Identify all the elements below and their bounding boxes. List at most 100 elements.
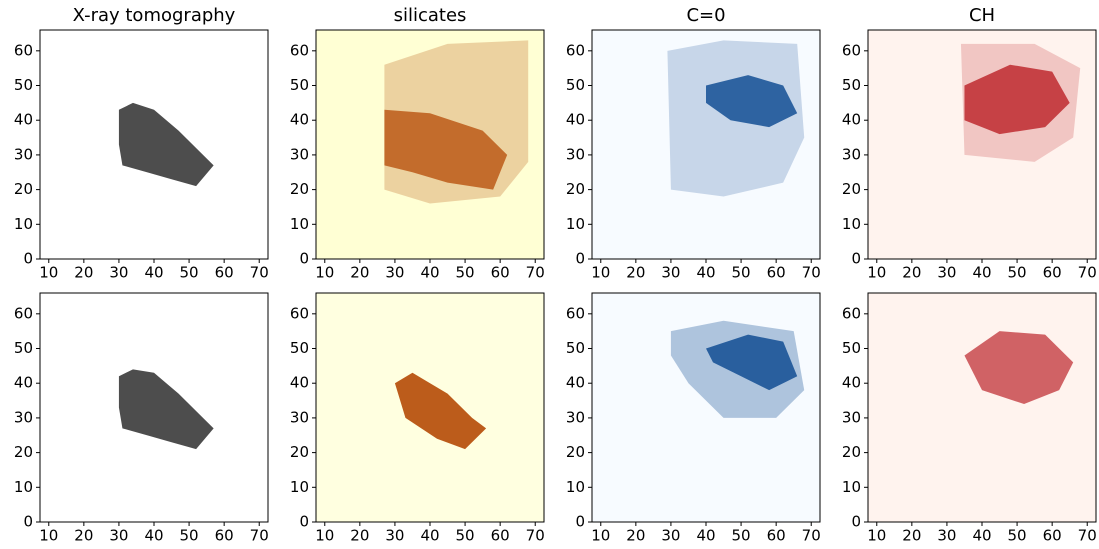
x-tick-label: 20 <box>902 527 921 545</box>
x-tick-label: 10 <box>39 264 58 282</box>
y-tick-label: 10 <box>14 215 33 233</box>
x-tick-label: 40 <box>144 264 163 282</box>
x-tick-label: 20 <box>74 527 93 545</box>
y-tick-label: 40 <box>290 111 309 129</box>
x-tick-label: 30 <box>385 264 404 282</box>
x-tick-label: 50 <box>1008 527 1027 545</box>
y-tick-label: 30 <box>14 408 33 426</box>
image-region <box>118 369 214 450</box>
x-tick-label: 30 <box>661 264 680 282</box>
x-tick-label: 10 <box>39 527 58 545</box>
y-tick-label: 20 <box>14 443 33 461</box>
x-tick-label: 70 <box>1078 264 1097 282</box>
x-tick-label: 30 <box>661 527 680 545</box>
x-tick-label: 10 <box>867 264 886 282</box>
y-tick-label: 20 <box>290 443 309 461</box>
x-tick-label: 20 <box>902 264 921 282</box>
y-tick-label: 0 <box>575 250 585 268</box>
x-tick-label: 40 <box>420 264 439 282</box>
y-tick-label: 0 <box>23 513 33 531</box>
y-tick-label: 40 <box>842 374 861 392</box>
x-tick-label: 70 <box>802 264 821 282</box>
y-tick-label: 0 <box>299 250 309 268</box>
x-tick-label: 70 <box>526 527 545 545</box>
x-tick-label: 70 <box>802 527 821 545</box>
x-tick-label: 40 <box>972 264 991 282</box>
y-tick-label: 40 <box>566 111 585 129</box>
x-tick-label: 60 <box>491 264 510 282</box>
y-tick-label: 60 <box>566 304 585 322</box>
y-tick-label: 10 <box>290 478 309 496</box>
y-tick-label: 10 <box>566 478 585 496</box>
y-tick-label: 30 <box>290 408 309 426</box>
y-tick-label: 40 <box>566 374 585 392</box>
x-tick-label: 30 <box>109 264 128 282</box>
image-region <box>706 334 798 391</box>
y-tick-label: 40 <box>14 374 33 392</box>
y-tick-label: 10 <box>290 215 309 233</box>
y-tick-label: 50 <box>842 339 861 357</box>
image-background <box>868 293 1096 522</box>
x-tick-label: 40 <box>420 527 439 545</box>
y-tick-label: 40 <box>842 111 861 129</box>
x-tick-label: 70 <box>1078 527 1097 545</box>
y-tick-label: 30 <box>842 145 861 163</box>
y-tick-label: 20 <box>566 180 585 198</box>
y-tick-label: 30 <box>566 145 585 163</box>
x-tick-label: 60 <box>1043 264 1062 282</box>
x-tick-label: 10 <box>315 264 334 282</box>
y-tick-label: 0 <box>851 250 861 268</box>
y-tick-label: 20 <box>842 443 861 461</box>
y-tick-label: 40 <box>14 111 33 129</box>
x-tick-label: 30 <box>937 527 956 545</box>
y-tick-label: 0 <box>299 513 309 531</box>
y-tick-label: 0 <box>851 513 861 531</box>
image-region <box>118 102 214 187</box>
x-tick-label: 30 <box>937 264 956 282</box>
y-tick-label: 50 <box>290 76 309 94</box>
panel-title: CH <box>969 5 995 26</box>
x-tick-label: 60 <box>1043 527 1062 545</box>
image-background <box>592 293 820 522</box>
x-tick-label: 60 <box>491 527 510 545</box>
image-background <box>868 30 1096 259</box>
x-tick-label: 40 <box>972 527 991 545</box>
x-tick-label: 20 <box>626 527 645 545</box>
y-tick-label: 0 <box>23 250 33 268</box>
panel-title: X-ray tomography <box>73 5 236 26</box>
x-tick-label: 10 <box>591 264 610 282</box>
y-tick-label: 60 <box>842 41 861 59</box>
panel-title: silicates <box>394 5 467 26</box>
y-tick-label: 50 <box>842 76 861 94</box>
y-tick-label: 30 <box>842 408 861 426</box>
y-tick-label: 20 <box>842 180 861 198</box>
panel-title: C=0 <box>686 5 725 26</box>
image-background <box>592 30 820 259</box>
x-tick-label: 50 <box>1008 264 1027 282</box>
x-tick-label: 10 <box>591 527 610 545</box>
y-tick-label: 50 <box>566 339 585 357</box>
y-tick-label: 60 <box>14 41 33 59</box>
x-tick-label: 30 <box>109 527 128 545</box>
y-tick-label: 20 <box>290 180 309 198</box>
y-tick-label: 20 <box>14 180 33 198</box>
y-tick-label: 50 <box>290 339 309 357</box>
x-tick-label: 50 <box>180 527 199 545</box>
y-tick-label: 10 <box>14 478 33 496</box>
x-tick-label: 10 <box>867 527 886 545</box>
x-tick-label: 20 <box>350 527 369 545</box>
y-tick-label: 30 <box>14 145 33 163</box>
y-tick-label: 0 <box>575 513 585 531</box>
image-region <box>384 109 508 190</box>
y-tick-label: 10 <box>842 215 861 233</box>
x-tick-label: 70 <box>526 264 545 282</box>
x-tick-label: 60 <box>215 527 234 545</box>
x-tick-label: 20 <box>74 264 93 282</box>
y-tick-label: 10 <box>842 478 861 496</box>
x-tick-label: 50 <box>732 527 751 545</box>
y-tick-label: 60 <box>14 304 33 322</box>
x-tick-label: 70 <box>250 264 269 282</box>
image-region <box>964 331 1074 405</box>
x-tick-label: 50 <box>180 264 199 282</box>
